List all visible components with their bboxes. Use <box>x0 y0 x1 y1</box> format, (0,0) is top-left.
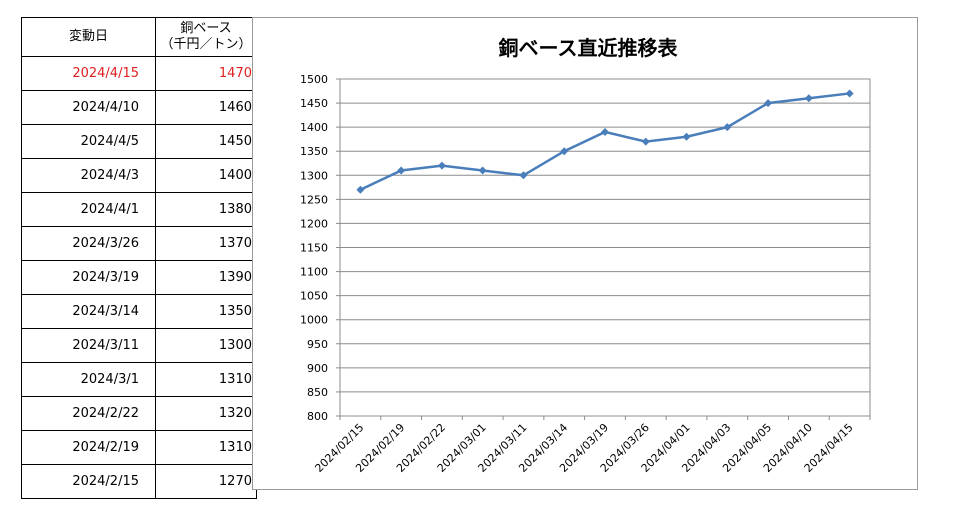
data-point <box>478 166 487 175</box>
data-point <box>519 171 528 180</box>
date-cell: 2024/2/22 <box>21 396 156 431</box>
y-tick-label: 1050 <box>300 290 328 303</box>
price-cell: 1300 <box>155 328 257 363</box>
y-tick-label: 1300 <box>300 169 328 182</box>
price-cell: 1400 <box>155 158 257 193</box>
y-tick-label: 1200 <box>300 217 328 230</box>
price-cell: 1310 <box>155 430 257 465</box>
date-cell: 2024/4/10 <box>21 90 156 125</box>
table-row: 2024/3/26 1370 <box>21 226 257 261</box>
data-point <box>764 99 773 108</box>
table-row: 2024/2/19 1310 <box>21 430 257 465</box>
price-cell: 1460 <box>155 90 257 125</box>
y-tick-label: 1400 <box>300 121 328 134</box>
y-tick-label: 900 <box>307 362 328 375</box>
y-tick-label: 1150 <box>300 242 328 255</box>
y-axis-ticks: 800 850 900 950 1000 1050 1100 1150 1200 1250 1300… <box>300 73 328 423</box>
date-cell: 2024/3/1 <box>21 362 156 397</box>
data-point <box>356 185 365 194</box>
date-cell: 2024/4/5 <box>21 124 156 159</box>
price-cell: 1390 <box>155 260 257 295</box>
table-body: 2024/4/15 1470 2024/4/10 1460 2024/4/5 1450 20… <box>21 56 257 499</box>
table-row: 2024/4/1 1380 <box>21 192 257 227</box>
table-row: 2024/3/19 1390 <box>21 260 257 295</box>
y-tick-label: 1250 <box>300 193 328 206</box>
table-row: 2024/4/5 1450 <box>21 124 257 159</box>
data-point <box>845 89 854 98</box>
data-point <box>397 166 406 175</box>
header-price: 銅ベース （千円／トン） <box>155 17 257 57</box>
y-tick-label: 1100 <box>300 266 328 279</box>
header-date: 変動日 <box>21 17 156 57</box>
data-point <box>560 147 569 156</box>
price-cell: 1310 <box>155 362 257 397</box>
data-point <box>682 132 691 141</box>
data-point <box>641 137 650 146</box>
date-cell: 2024/3/11 <box>21 328 156 363</box>
y-tick-label: 850 <box>307 386 328 399</box>
y-tick-label: 1000 <box>300 314 328 327</box>
grid-lines <box>336 78 871 417</box>
table-row: 2024/3/11 1300 <box>21 328 257 363</box>
price-cell: 1370 <box>155 226 257 261</box>
header-price-line2: （千円／トン） <box>160 37 252 52</box>
chart-area: 銅ベース直近推移表 800 850 900 950 1000 1050 1100 1150 12… <box>252 17 918 490</box>
date-cell: 2024/3/14 <box>21 294 156 329</box>
line-chart: 銅ベース直近推移表 800 850 900 950 1000 1050 1100 1150 12… <box>300 36 871 475</box>
date-cell: 2024/2/19 <box>21 430 156 465</box>
series-layer <box>356 89 854 194</box>
date-cell: 2024/3/26 <box>21 226 156 261</box>
y-tick-label: 1500 <box>300 73 328 86</box>
price-cell: 1350 <box>155 294 257 329</box>
table-row: 2024/2/22 1320 <box>21 396 257 431</box>
price-cell: 1380 <box>155 192 257 227</box>
y-tick-label: 1450 <box>300 97 328 110</box>
date-cell: 2024/4/1 <box>21 192 156 227</box>
chart-title: 銅ベース直近推移表 <box>499 36 679 60</box>
price-cell: 1470 <box>155 56 257 91</box>
price-table: 変動日 銅ベース （千円／トン） 2024/4/15 1470 2024/4/10 1… <box>21 17 257 499</box>
date-cell: 2024/4/15 <box>21 56 156 91</box>
table-row: 2024/4/3 1400 <box>21 158 257 193</box>
date-cell: 2024/2/15 <box>21 464 156 499</box>
price-cell: 1270 <box>155 464 257 499</box>
date-cell: 2024/3/19 <box>21 260 156 295</box>
y-tick-label: 1350 <box>300 145 328 158</box>
data-point <box>723 123 732 132</box>
data-point <box>804 94 813 103</box>
price-cell: 1450 <box>155 124 257 159</box>
y-tick-label: 950 <box>307 338 328 351</box>
y-tick-label: 800 <box>307 410 328 423</box>
data-point <box>601 127 609 136</box>
table-row: 2024/4/15 1470 <box>21 56 257 91</box>
table-header-row: 変動日 銅ベース （千円／トン） <box>21 17 257 57</box>
x-axis-ticks: 2024/02/152024/02/192024/02/222024/03/01… <box>312 416 871 475</box>
price-cell: 1320 <box>155 396 257 431</box>
data-point <box>437 161 446 170</box>
table-row: 2024/4/10 1460 <box>21 90 257 125</box>
table-row: 2024/3/1 1310 <box>21 362 257 397</box>
table-row: 2024/2/15 1270 <box>21 464 257 499</box>
header-price-line1: 銅ベース <box>180 21 232 36</box>
table-row: 2024/3/14 1350 <box>21 294 257 329</box>
date-cell: 2024/4/3 <box>21 158 156 193</box>
